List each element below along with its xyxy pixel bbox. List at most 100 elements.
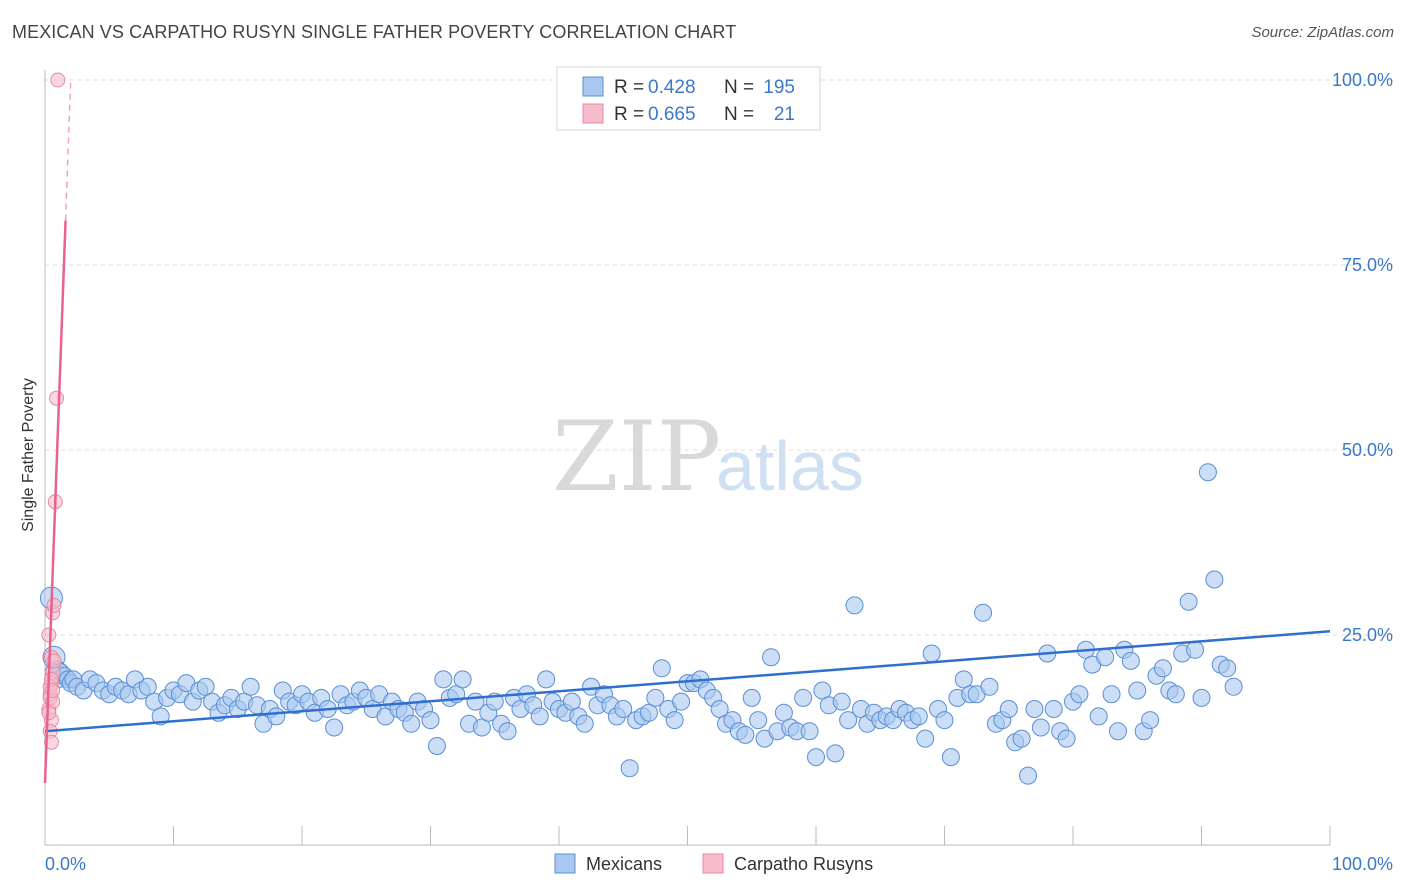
y-tick-label: 50.0%	[1342, 440, 1393, 460]
legend-swatch-mexicans	[554, 853, 576, 874]
gridlines: 25.0% 50.0% 75.0% 100.0%	[45, 70, 1395, 645]
mexicans-point	[1044, 700, 1063, 718]
mexicans-point	[1153, 659, 1172, 678]
mexicans-point	[999, 700, 1018, 718]
mexicans-point	[575, 714, 594, 733]
mexicans-point	[646, 688, 665, 707]
legend-n-value: 195	[763, 77, 795, 98]
legend-n-label: N =	[724, 77, 754, 98]
x-tick-label: 100.0%	[1332, 854, 1393, 874]
mexicans-point	[800, 722, 819, 741]
axes: 0.0% 100.0%	[44, 70, 1393, 874]
mexicans-point	[1224, 677, 1243, 696]
mexicans-point	[1198, 463, 1217, 482]
mexicans-point	[980, 677, 999, 696]
mexicans-point	[1096, 648, 1115, 667]
mexicans-point	[614, 700, 633, 718]
mexicans-point	[909, 707, 928, 726]
mexicans-point	[941, 748, 960, 767]
carpatho-rusyns-point	[46, 597, 62, 613]
mexicans-point	[832, 692, 851, 711]
mexicans-point	[530, 707, 549, 726]
data-points	[39, 72, 1243, 785]
mexicans-point	[807, 748, 825, 767]
mexicans-point	[762, 648, 781, 667]
mexicans-point	[267, 707, 286, 726]
carpatho-rusyns-point	[41, 627, 57, 643]
x-tick-label: 0.0%	[45, 854, 86, 874]
mexicans-point	[1031, 718, 1050, 737]
mexicans-point	[1128, 681, 1147, 700]
mexicans-point	[1205, 570, 1224, 589]
mexicans-point	[1057, 729, 1076, 748]
mexicans-point	[1192, 688, 1211, 707]
chart-title: MEXICAN VS CARPATHO RUSYN SINGLE FATHER …	[12, 22, 737, 42]
correlation-legend: R = 0.428 N = 195 R = 0.665 N = 21	[556, 66, 821, 131]
carpatho-rusyns-trend-line	[43, 220, 67, 784]
watermark-zip: ZIP	[552, 401, 721, 513]
mexicans-point	[537, 670, 556, 689]
y-tick-label: 25.0%	[1342, 625, 1393, 645]
mexicans-point	[498, 722, 517, 741]
mexicans-point	[1121, 651, 1140, 670]
mexicans-point	[402, 714, 421, 733]
carpatho-rusyns-trend-extension	[64, 79, 72, 221]
mexicans-point	[1089, 707, 1108, 726]
legend-swatch-blue	[582, 76, 604, 97]
legend-r-value: 0.428	[648, 77, 696, 98]
y-tick-label: 75.0%	[1342, 255, 1393, 275]
watermark: ZIP atlas	[552, 401, 864, 513]
mexicans-point	[1102, 685, 1121, 704]
legend-n-label: N =	[724, 104, 754, 125]
y-axis-label: Single Father Poverty	[20, 378, 37, 532]
legend-r-value: 0.665	[648, 104, 696, 125]
mexicans-point	[736, 725, 755, 744]
mexicans-point	[325, 718, 344, 737]
chart-source: Source: ZipAtlas.com	[1251, 24, 1394, 41]
mexicans-point	[1141, 711, 1160, 730]
mexicans-point	[916, 729, 935, 748]
legend-r-label: R =	[614, 104, 644, 125]
mexicans-point	[922, 644, 941, 663]
legend-swatch-pink	[582, 103, 604, 124]
mexicans-point	[241, 677, 260, 696]
trend-lines	[43, 79, 1331, 784]
legend-r-label: R =	[614, 77, 644, 98]
mexicans-point	[794, 688, 813, 707]
mexicans-point	[1186, 640, 1205, 659]
series-legend: Mexicans Carpatho Rusyns	[554, 853, 873, 874]
mexicans-point	[1019, 766, 1038, 785]
mexicans-point	[453, 670, 472, 689]
mexicans-point	[742, 688, 761, 707]
mexicans-point	[421, 711, 440, 730]
mexicans-point	[652, 659, 671, 678]
mexicans-point	[1012, 729, 1031, 748]
mexicans-point	[1166, 685, 1185, 704]
mexicans-point	[1179, 592, 1198, 611]
legend-label-carpatho-rusyns: Carpatho Rusyns	[734, 854, 873, 874]
legend-label-mexicans: Mexicans	[586, 854, 662, 874]
mexicans-point	[845, 596, 864, 615]
mexicans-point	[1025, 700, 1044, 718]
mexicans-point	[1218, 659, 1237, 678]
mexicans-point	[749, 711, 768, 730]
carpatho-rusyns-point	[50, 72, 66, 88]
mexicans-point	[665, 711, 684, 730]
mexicans-trend-line	[44, 630, 1331, 733]
watermark-atlas: atlas	[716, 427, 864, 505]
legend-swatch-carpatho-rusyns	[702, 853, 724, 874]
mexicans-point	[826, 744, 845, 763]
y-tick-label: 100.0%	[1332, 70, 1393, 90]
mexicans-point	[434, 670, 453, 689]
mexicans-point	[935, 711, 954, 730]
carpatho-rusyns-point	[49, 390, 65, 406]
mexicans-point	[1108, 722, 1127, 741]
mexicans-point	[672, 692, 691, 711]
legend-n-value: 21	[774, 104, 795, 125]
mexicans-point	[620, 759, 639, 778]
mexicans-point	[427, 737, 446, 755]
carpatho-rusyns-point	[43, 734, 59, 750]
mexicans-point	[974, 603, 993, 622]
mexicans-point	[839, 711, 858, 730]
